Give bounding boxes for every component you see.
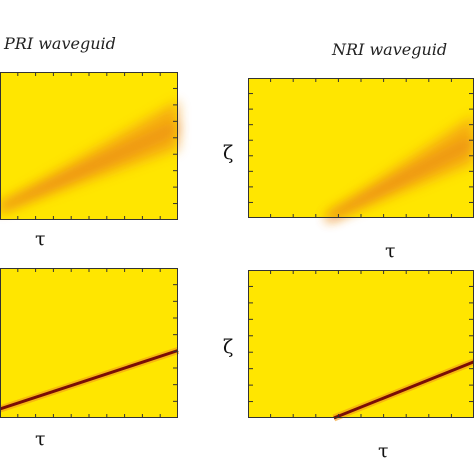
x-axis-label-pri-bottom: τ	[35, 428, 46, 450]
y-axis-label-nri-bottom: ζ	[223, 336, 234, 358]
heatmap-panel-pri-top	[0, 72, 180, 220]
beam-line-mark	[0, 349, 179, 411]
y-axis-label-nri-top: ζ	[223, 142, 234, 164]
column-title-pri: PRI waveguid	[4, 34, 116, 53]
heatmap-panel-pri-bottom	[0, 268, 180, 418]
beam-spread-mark	[0, 100, 178, 213]
x-axis-label-nri-bottom: τ	[378, 440, 389, 462]
beam-core-mark	[325, 138, 474, 221]
beam-core-mark	[0, 124, 180, 211]
beam-line-mark	[333, 360, 474, 420]
column-title-nri: NRI waveguid	[332, 40, 448, 59]
x-axis-label-nri-top: τ	[385, 240, 396, 262]
heatmap-panel-nri-bottom	[248, 270, 474, 422]
x-axis-label-pri-top: τ	[35, 228, 46, 250]
heatmap-background	[0, 268, 178, 418]
heatmap-background	[248, 270, 474, 418]
beam-spread-mark	[327, 115, 474, 222]
heatmap-panel-nri-top	[248, 78, 474, 222]
